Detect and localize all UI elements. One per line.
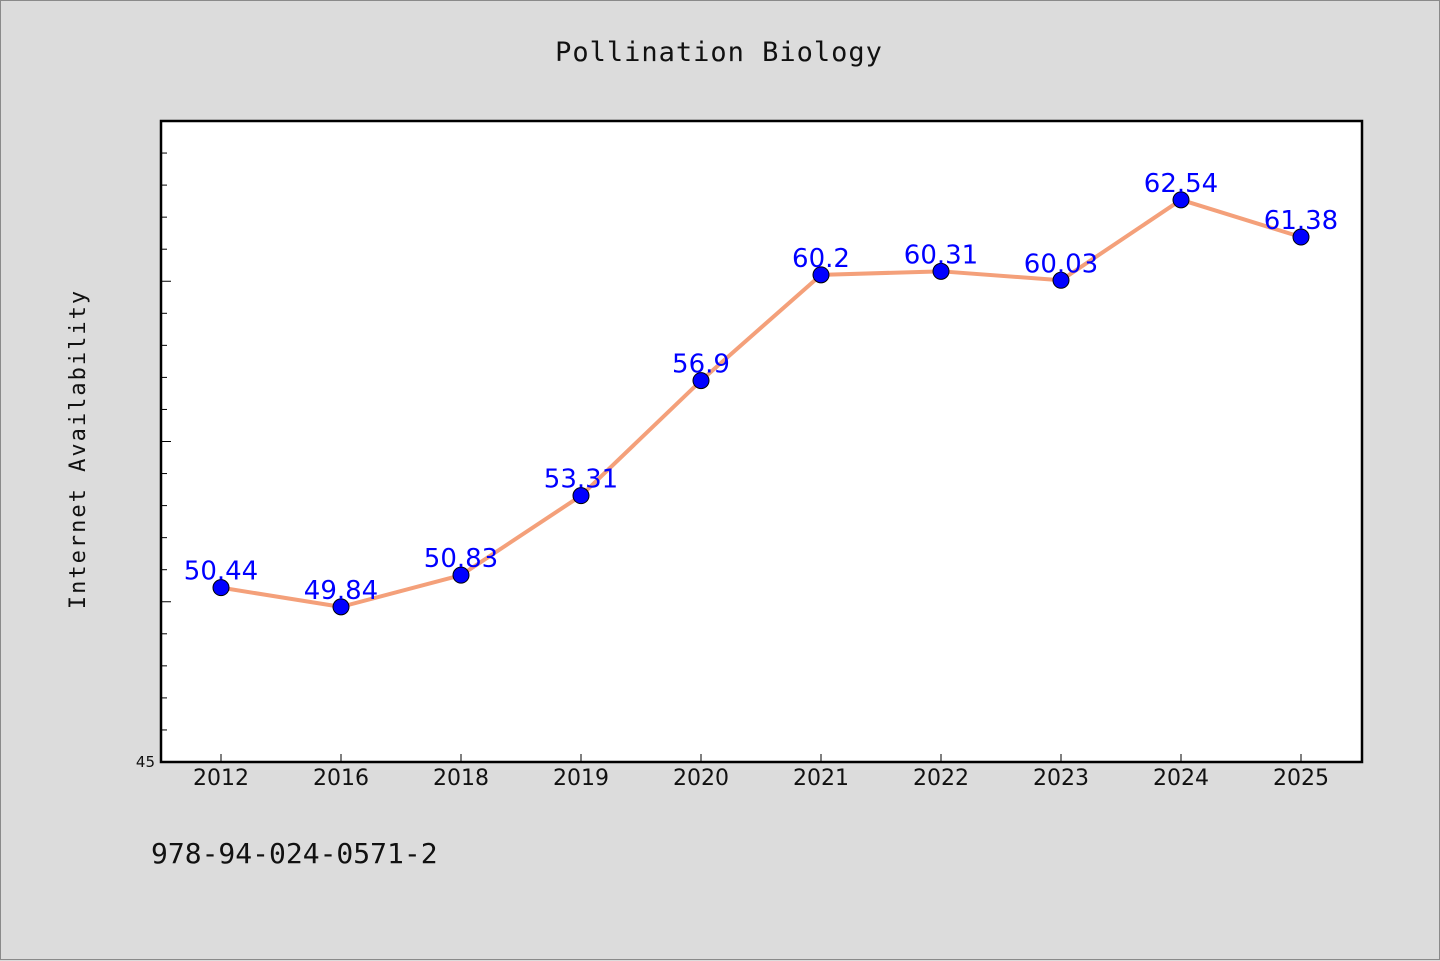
x-tick-label: 2022 <box>913 766 969 791</box>
x-tick-label: 2020 <box>673 766 729 791</box>
x-tick-label: 2021 <box>793 766 849 791</box>
x-tick-label: 2018 <box>433 766 489 791</box>
data-point <box>1292 228 1310 246</box>
y-ticks: 45 <box>136 152 171 771</box>
x-tick-label: 2012 <box>193 766 249 791</box>
x-tick-label: 2023 <box>1033 766 1089 791</box>
data-point <box>932 262 950 280</box>
data-point <box>812 266 830 284</box>
data-point <box>212 579 230 597</box>
data-label: 56.9 <box>672 350 730 380</box>
data-point <box>1052 271 1070 289</box>
data-point <box>332 598 350 616</box>
y-axis-label: Internet Availability <box>66 289 91 609</box>
data-label: 49.84 <box>304 576 378 606</box>
x-tick-label: 2016 <box>313 766 369 791</box>
data-point <box>572 487 590 505</box>
isbn-footer: 978-94-024-0571-2 <box>151 837 438 870</box>
plot-area <box>159 119 1364 764</box>
y-tick-label: 45 <box>136 753 155 771</box>
data-label: 50.83 <box>424 544 498 574</box>
data-point <box>692 372 710 390</box>
chart-title: Pollination Biology <box>555 37 883 68</box>
data-label: 60.2 <box>792 244 850 274</box>
x-tick-label: 2019 <box>553 766 609 791</box>
data-point <box>452 566 470 584</box>
data-point <box>1172 191 1190 209</box>
data-label: 61.38 <box>1264 206 1338 236</box>
x-tick-label: 2025 <box>1273 766 1329 791</box>
data-label: 50.44 <box>184 557 258 587</box>
x-ticks: 2012 2016 2018 2019 2020 2021 2022 2023 2024 2025 <box>193 754 1329 791</box>
data-label: 53.31 <box>544 465 618 495</box>
series-layer: 50.44 49.84 50.83 53.31 56.9 60.2 60.31 60.03 62… <box>184 169 1338 616</box>
x-tick-label: 2024 <box>1153 766 1209 791</box>
data-label: 60.31 <box>904 240 978 270</box>
series-line <box>220 197 1302 609</box>
data-label: 60.03 <box>1024 249 1098 279</box>
data-label: 62.54 <box>1144 169 1218 199</box>
